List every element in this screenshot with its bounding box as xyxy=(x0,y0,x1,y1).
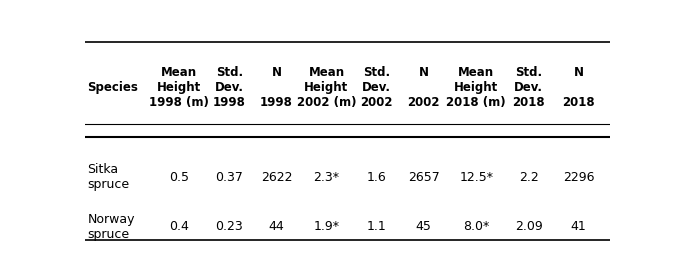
Text: 1.6: 1.6 xyxy=(367,171,386,184)
Text: 41: 41 xyxy=(571,220,586,233)
Text: N

1998: N 1998 xyxy=(260,66,293,109)
Text: Norway
spruce: Norway spruce xyxy=(87,213,135,241)
Text: Std.
Dev.
1998: Std. Dev. 1998 xyxy=(213,66,245,109)
Text: 8.0*: 8.0* xyxy=(463,220,490,233)
Text: 2622: 2622 xyxy=(261,171,292,184)
Text: Sitka
spruce: Sitka spruce xyxy=(87,163,129,191)
Text: Mean
Height
2018 (m): Mean Height 2018 (m) xyxy=(446,66,506,109)
Text: 2.3*: 2.3* xyxy=(313,171,340,184)
Text: 12.5*: 12.5* xyxy=(459,171,493,184)
Text: Std.
Dev.
2018: Std. Dev. 2018 xyxy=(513,66,545,109)
Text: 2296: 2296 xyxy=(563,171,595,184)
Text: 1.9*: 1.9* xyxy=(313,220,340,233)
Text: 44: 44 xyxy=(268,220,284,233)
Text: 2657: 2657 xyxy=(407,171,439,184)
Text: 2.09: 2.09 xyxy=(515,220,542,233)
Text: 1.1: 1.1 xyxy=(367,220,386,233)
Text: Mean
Height
2002 (m): Mean Height 2002 (m) xyxy=(297,66,356,109)
Text: 0.23: 0.23 xyxy=(216,220,243,233)
Text: 0.5: 0.5 xyxy=(170,171,189,184)
Text: Std.
Dev.
2002: Std. Dev. 2002 xyxy=(360,66,393,109)
Text: N

2018: N 2018 xyxy=(562,66,595,109)
Text: Mean
Height
1998 (m): Mean Height 1998 (m) xyxy=(149,66,210,109)
Text: N

2002: N 2002 xyxy=(407,66,440,109)
Text: Species: Species xyxy=(87,81,138,94)
Text: 2.2: 2.2 xyxy=(519,171,538,184)
Text: 0.4: 0.4 xyxy=(170,220,189,233)
Text: 0.37: 0.37 xyxy=(216,171,243,184)
Text: 45: 45 xyxy=(416,220,432,233)
